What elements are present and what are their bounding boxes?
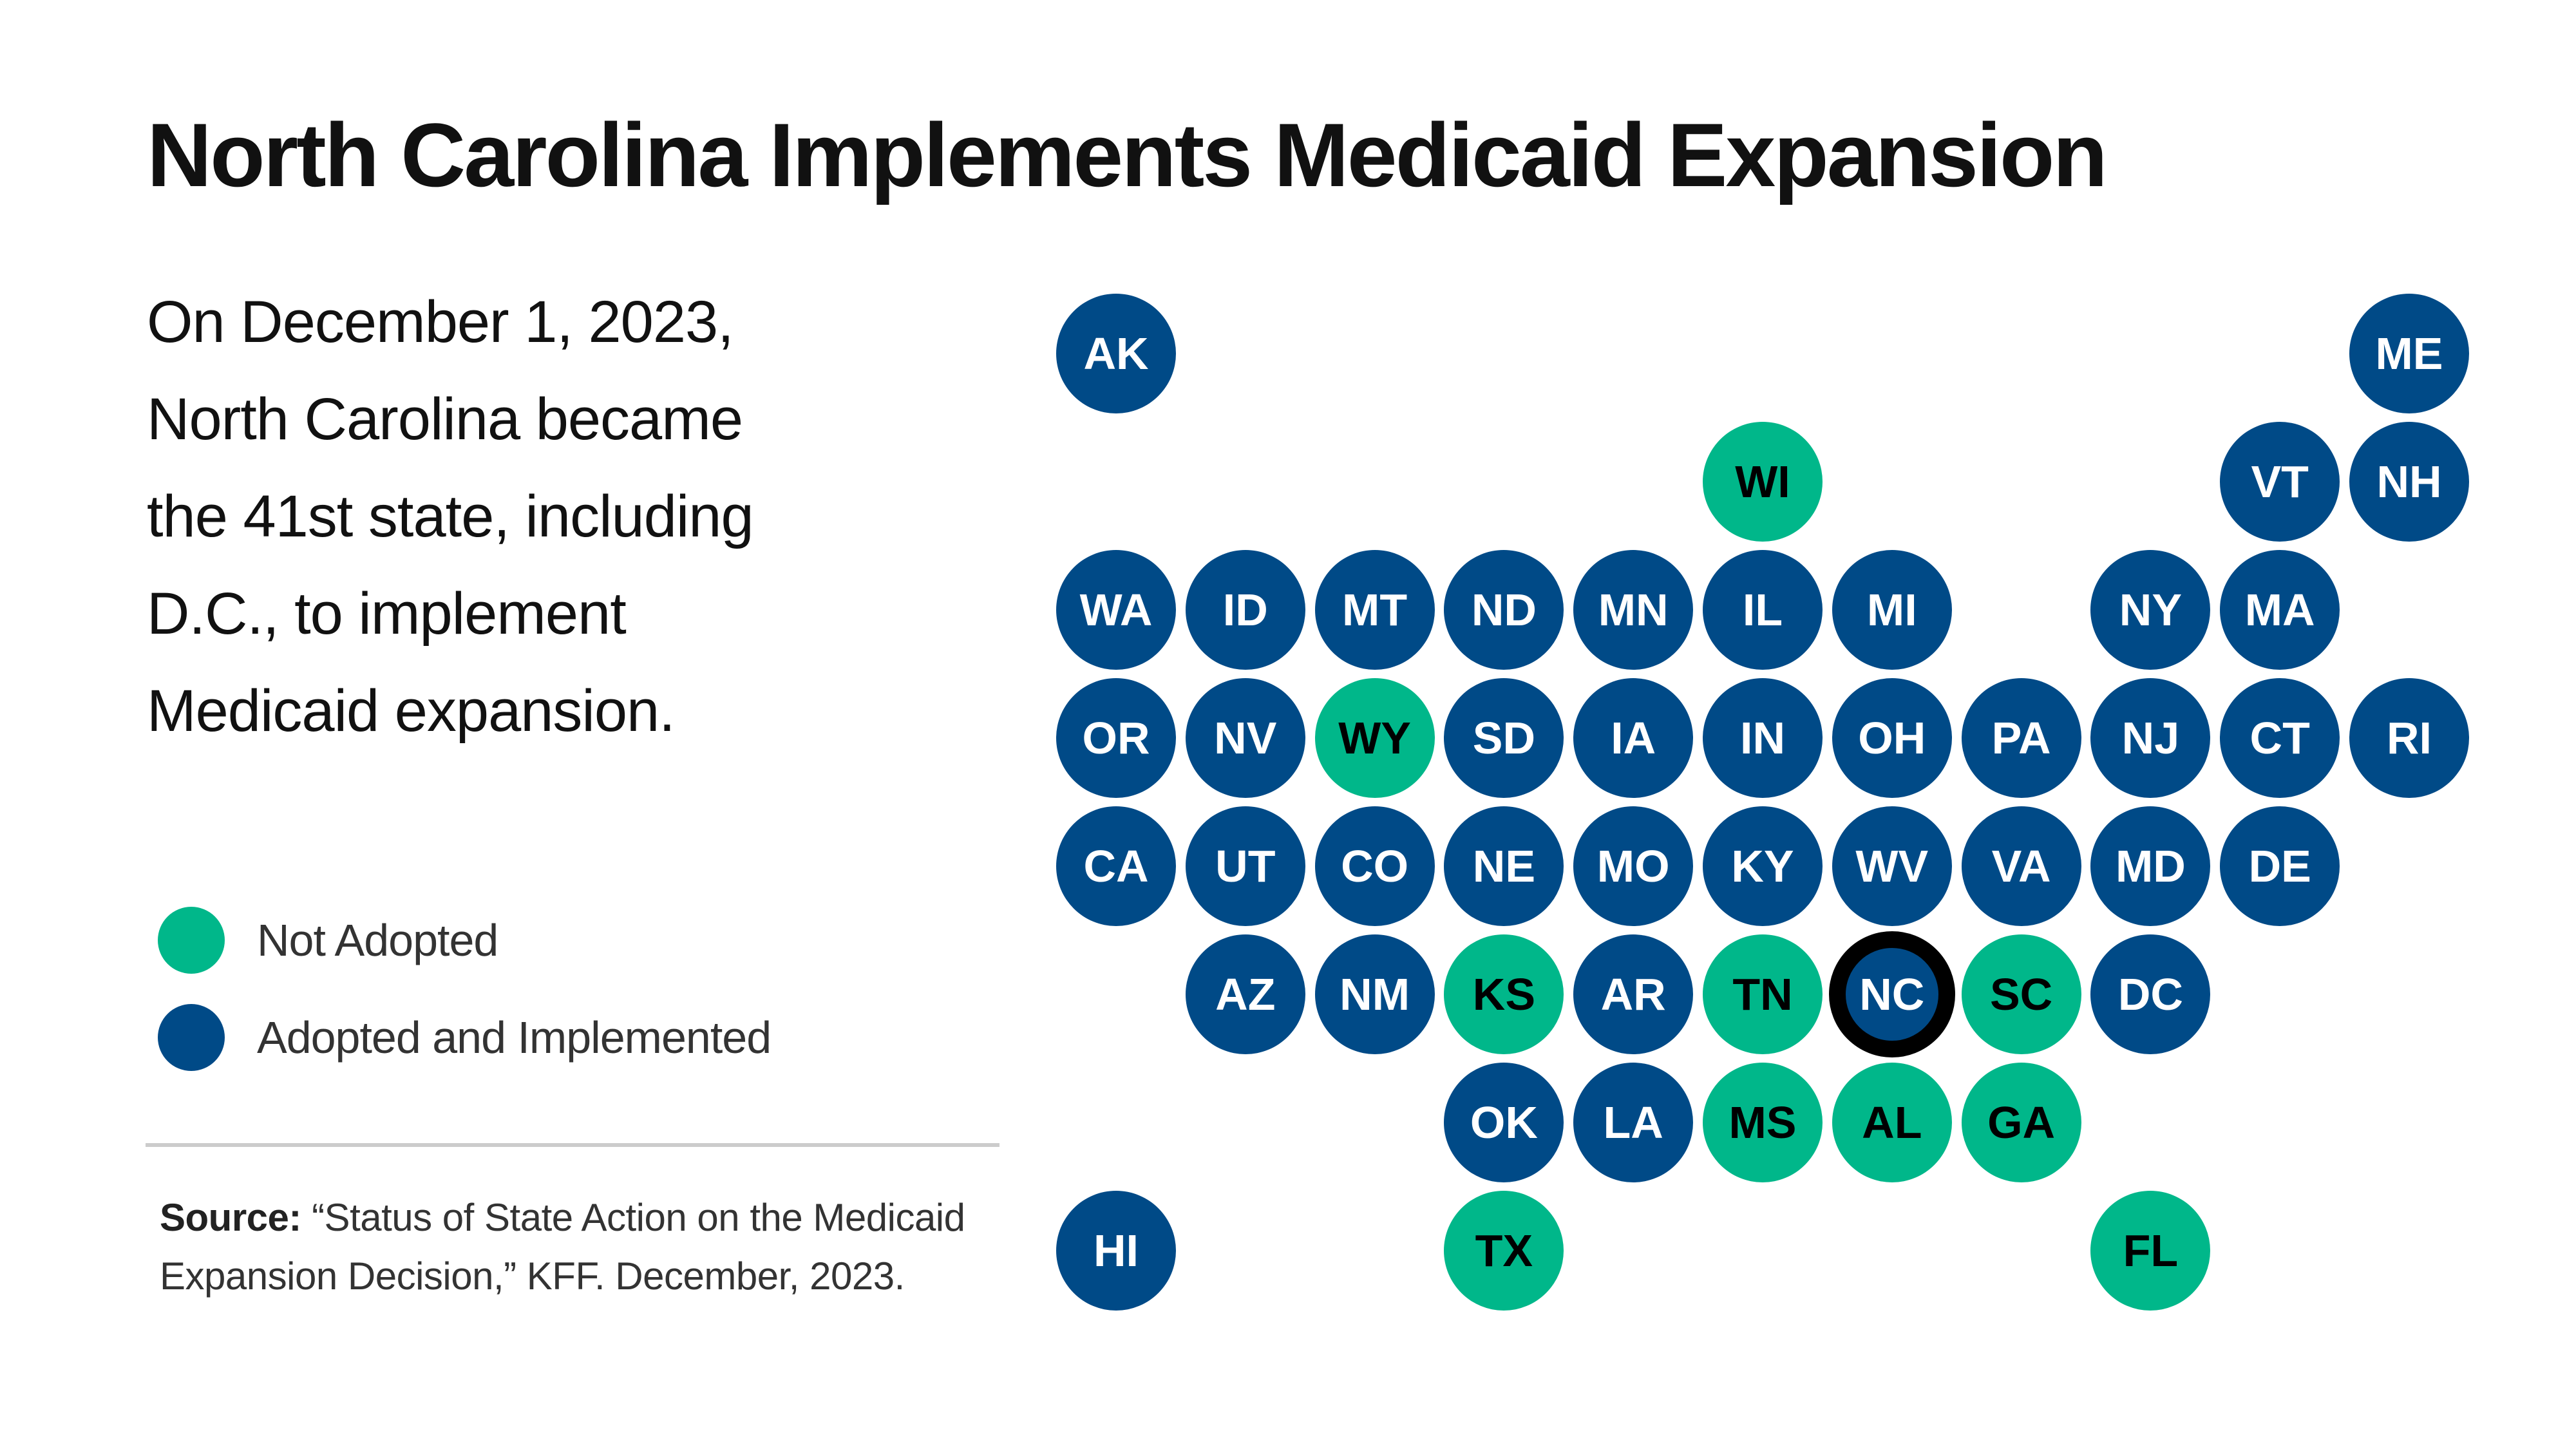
state-id: ID: [1185, 550, 1305, 670]
description-line: Medicaid expansion.: [147, 678, 676, 744]
state-ar: AR: [1573, 934, 1694, 1054]
state-mi: MI: [1832, 550, 1952, 670]
description-line: On December 1, 2023,: [147, 289, 734, 355]
state-sc: SC: [1961, 934, 2081, 1054]
state-ri: RI: [2349, 678, 2469, 798]
state-sd: SD: [1444, 678, 1564, 798]
state-pa: PA: [1961, 678, 2081, 798]
state-nd: ND: [1444, 550, 1564, 670]
state-ga: GA: [1961, 1063, 2081, 1182]
state-md: MD: [2090, 806, 2211, 926]
page-title: North Carolina Implements Medicaid Expan…: [147, 104, 2108, 205]
state-vt: VT: [2220, 422, 2340, 542]
state-de: DE: [2220, 806, 2340, 926]
state-wy: WY: [1314, 678, 1435, 798]
state-wv: WV: [1832, 806, 1952, 926]
legend-swatch-not-adopted: [158, 907, 225, 974]
state-ks: KS: [1444, 934, 1564, 1054]
state-ny: NY: [2090, 550, 2211, 670]
state-dc: DC: [2090, 934, 2211, 1054]
state-ok: OK: [1444, 1063, 1564, 1182]
legend-item-not-adopted: Not Adopted: [158, 907, 498, 974]
state-or: OR: [1056, 678, 1176, 798]
state-co: CO: [1314, 806, 1435, 926]
state-la: LA: [1573, 1063, 1694, 1182]
state-al: AL: [1832, 1063, 1952, 1182]
state-il: IL: [1703, 550, 1823, 670]
state-fl: FL: [2090, 1191, 2211, 1311]
source-text: “Status of State Action on the Medicaid …: [160, 1196, 965, 1298]
state-wa: WA: [1056, 550, 1176, 670]
divider: [146, 1143, 999, 1147]
state-ct: CT: [2220, 678, 2340, 798]
state-va: VA: [1961, 806, 2081, 926]
state-az: AZ: [1185, 934, 1305, 1054]
description-line: the 41st state, including: [147, 484, 754, 549]
state-ak: AK: [1056, 294, 1176, 413]
source-note: Source: “Status of State Action on the M…: [160, 1188, 1029, 1305]
source-label: Source:: [160, 1196, 301, 1239]
legend-swatch-adopted: [158, 1004, 225, 1071]
state-ca: CA: [1056, 806, 1176, 926]
state-mt: MT: [1314, 550, 1435, 670]
state-wi: WI: [1703, 422, 1823, 542]
state-nh: NH: [2349, 422, 2469, 542]
state-nv: NV: [1185, 678, 1305, 798]
state-in: IN: [1703, 678, 1823, 798]
description-line: D.C., to implement: [147, 581, 627, 647]
state-nm: NM: [1314, 934, 1435, 1054]
description-line: North Carolina became: [147, 386, 743, 452]
state-ia: IA: [1573, 678, 1694, 798]
state-me: ME: [2349, 294, 2469, 413]
state-nj: NJ: [2090, 678, 2211, 798]
state-ky: KY: [1703, 806, 1823, 926]
state-hi: HI: [1056, 1191, 1176, 1311]
description: On December 1, 2023, North Carolina beca…: [147, 274, 952, 760]
state-nc: NC: [1828, 931, 1955, 1057]
state-tn: TN: [1703, 934, 1823, 1054]
state-ms: MS: [1703, 1063, 1823, 1182]
legend-label: Adopted and Implemented: [257, 1012, 772, 1063]
legend-item-adopted: Adopted and Implemented: [158, 1004, 772, 1071]
state-mo: MO: [1573, 806, 1694, 926]
state-ma: MA: [2220, 550, 2340, 670]
state-ut: UT: [1185, 806, 1305, 926]
legend-label: Not Adopted: [257, 915, 498, 965]
state-oh: OH: [1832, 678, 1952, 798]
state-tx: TX: [1444, 1191, 1564, 1311]
state-ne: NE: [1444, 806, 1564, 926]
state-mn: MN: [1573, 550, 1694, 670]
